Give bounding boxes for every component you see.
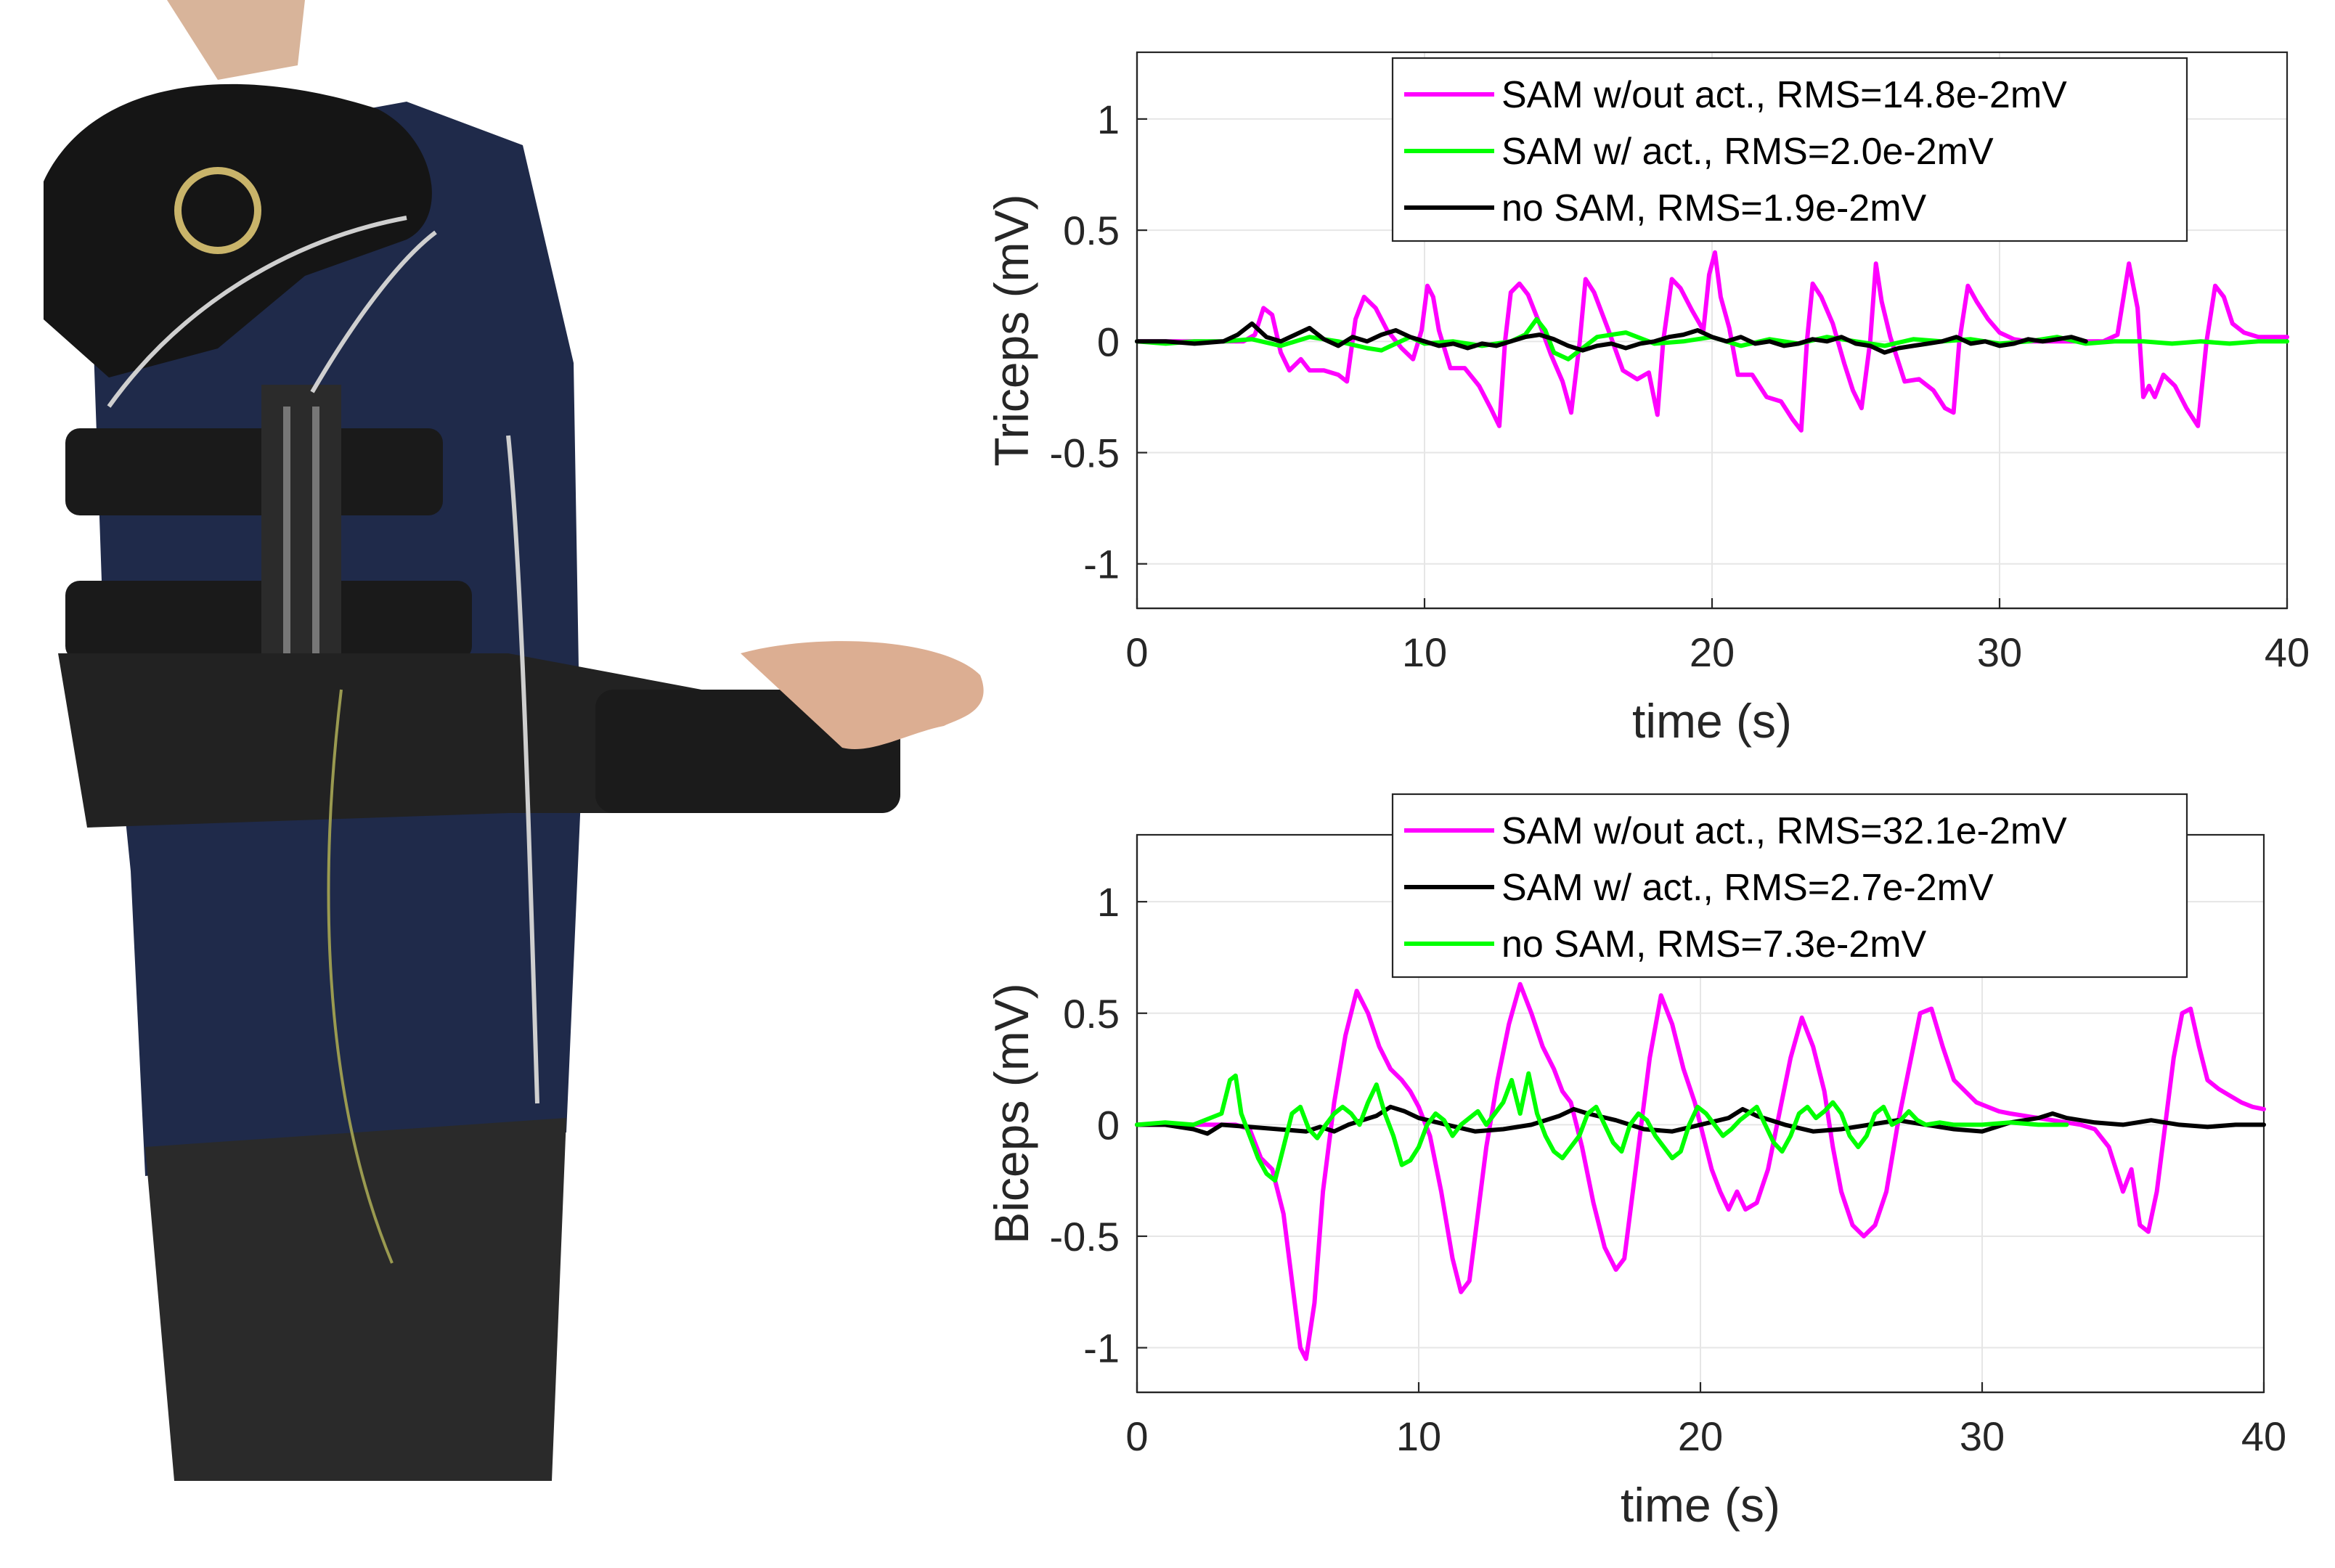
triceps-ytick-label-0: 1 (1097, 97, 1120, 142)
biceps-ytick-label-4: -1 (1083, 1326, 1120, 1371)
triceps-legend: SAM w/out act., RMS=14.8e-2mV SAM w/ act… (1391, 57, 2188, 242)
triceps-series-3-line (1135, 321, 2088, 355)
biceps-xtick-label-2: 20 (1678, 1413, 1723, 1459)
triceps-ytick-label-4: -1 (1083, 542, 1120, 587)
biceps-legend-entry-2: SAM w/ act., RMS=2.7e-2mV (1501, 867, 1994, 909)
biceps-ticks: 0 10 20 30 40 1 0.5 0 -0.5 -1 (1050, 835, 2286, 1459)
triceps-series (1135, 250, 2289, 433)
biceps-legend-entry-3: no SAM, RMS=7.3e-2mV (1501, 923, 1927, 965)
triceps-y-axis-label: Triceps (mV) (985, 194, 1038, 466)
biceps-series-3-line (1135, 1071, 2069, 1183)
triceps-ytick-label-1: 0.5 (1063, 208, 1120, 253)
biceps-series-2-line (1135, 1104, 2266, 1136)
biceps-series (1135, 981, 2266, 1361)
triceps-legend-box (1391, 57, 2188, 242)
pants (145, 1118, 566, 1481)
biceps-xtick-label-1: 10 (1396, 1413, 1441, 1459)
triceps-x-axis-label: time (s) (1632, 694, 1792, 748)
triceps-xtick-label-4: 40 (2265, 629, 2310, 675)
triceps-ytick-label-3: -0.5 (1050, 430, 1120, 476)
upper-strap (65, 428, 443, 515)
triceps-ticks: 0 10 20 30 40 1 0.5 0 -0.5 -1 (1050, 52, 2310, 675)
shoulder-pad (44, 83, 432, 377)
triceps-legend-entry-3: no SAM, RMS=1.9e-2mV (1501, 187, 1927, 229)
triceps-xtick-label-0: 0 (1125, 629, 1148, 675)
triceps-legend-entry-1: SAM w/out act., RMS=14.8e-2mV (1501, 74, 2067, 116)
biceps-xtick-label-0: 0 (1125, 1413, 1148, 1459)
triceps-ytick-label-2: 0 (1097, 319, 1120, 364)
biceps-xtick-label-3: 30 (1960, 1413, 2005, 1459)
cables (107, 216, 539, 1104)
biceps-legend: SAM w/out act., RMS=32.1e-2mV SAM w/ act… (1391, 793, 2188, 979)
hand (741, 641, 984, 750)
triceps-chart: 0 10 20 30 40 1 0.5 0 -0.5 -1 time (s) Triceps (m… (985, 51, 2310, 748)
exoskeleton-photo (44, 0, 984, 1481)
biceps-ytick-label-3: -0.5 (1050, 1214, 1120, 1259)
neck (167, 0, 305, 80)
biceps-ytick-label-0: 1 (1097, 879, 1120, 925)
actuator-frame (261, 385, 341, 661)
triceps-legend-entry-2: SAM w/ act., RMS=2.0e-2mV (1501, 131, 1994, 173)
sensor-wire (327, 689, 394, 1264)
biceps-y-axis-label: Biceps (mV) (985, 983, 1038, 1244)
triceps-xtick-label-2: 20 (1690, 629, 1735, 675)
triceps-xtick-label-3: 30 (1977, 629, 2022, 675)
biceps-x-axis-label: time (s) (1621, 1478, 1780, 1532)
biceps-ytick-label-2: 0 (1097, 1102, 1120, 1148)
biceps-ytick-label-1: 0.5 (1063, 991, 1120, 1037)
biceps-series-1-line (1135, 981, 2266, 1361)
biceps-chart: 0 10 20 30 40 1 0.5 0 -0.5 -1 time (s) Biceps (mV… (985, 793, 2286, 1532)
biceps-legend-entry-1: SAM w/out act., RMS=32.1e-2mV (1501, 810, 2067, 852)
triceps-series-1-line (1135, 250, 2289, 433)
biceps-xtick-label-4: 40 (2241, 1413, 2286, 1459)
logo-mark (174, 167, 261, 254)
triceps-xtick-label-1: 10 (1402, 629, 1447, 675)
biceps-legend-box (1391, 793, 2188, 979)
